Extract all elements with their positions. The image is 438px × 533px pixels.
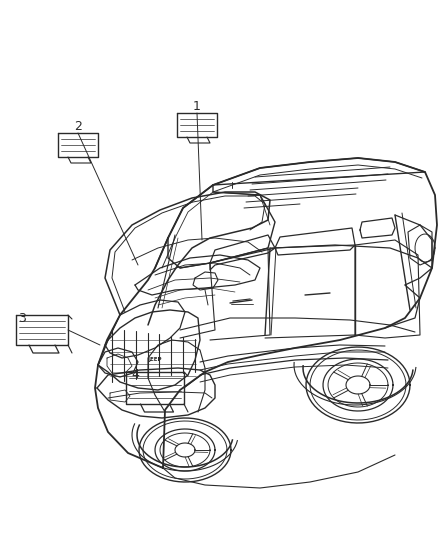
- Text: 4: 4: [131, 367, 139, 381]
- Text: 2: 2: [74, 120, 82, 133]
- Text: 3: 3: [18, 311, 26, 325]
- Text: 1: 1: [193, 101, 201, 114]
- Text: JEEP: JEEP: [148, 358, 162, 362]
